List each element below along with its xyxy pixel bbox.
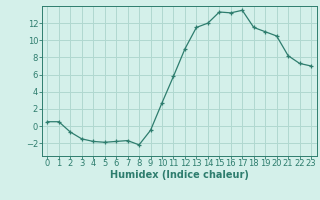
X-axis label: Humidex (Indice chaleur): Humidex (Indice chaleur): [110, 170, 249, 180]
